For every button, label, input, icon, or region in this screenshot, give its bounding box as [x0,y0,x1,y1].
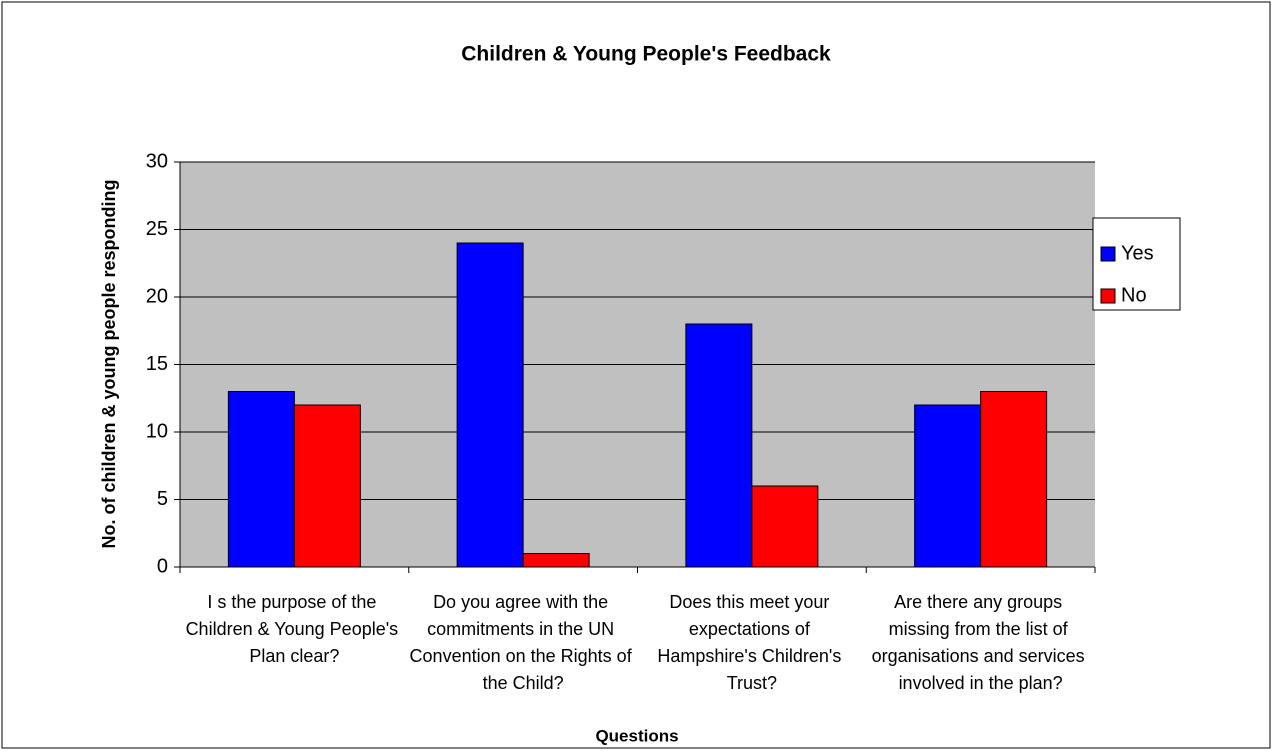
legend-swatch [1100,288,1116,304]
legend-label: Yes [1121,242,1154,264]
y-tick-label: 25 [146,218,168,240]
bar [456,242,524,568]
bar [522,553,590,568]
bar [227,391,295,568]
y-tick-label: 20 [146,285,168,307]
y-tick-label: 5 [157,488,168,510]
x-tick-label-line: organisations and services [872,646,1090,666]
y-axis-title: No. of children & young people respondin… [99,180,119,549]
y-tick-label: 30 [146,150,168,172]
x-tick-label-line: Trust? [727,673,777,693]
bar [685,323,753,568]
bar [751,485,819,568]
x-tick-label: Are there any groups missing from the li… [872,592,1090,693]
x-tick-label: Do you agree with the commitments in the… [410,592,637,693]
x-tick-label-line: commitments in the UN [427,619,619,639]
y-tick-label: 15 [146,353,168,375]
x-tick-label: Does this meet your expectations of Hamp… [657,592,846,693]
x-tick-label-line: Convention on the Rights of [410,646,637,666]
bar [293,404,361,568]
x-tick-label-line: missing from the list of [889,619,1073,639]
x-axis-title: Questions [595,726,678,745]
chart-title: Children & Young People's Feedback [461,43,831,66]
bar [980,391,1048,568]
y-tick-label: 0 [157,555,168,577]
legend-label: No [1121,284,1147,306]
x-tick-label-line: Children & Young People's [186,619,404,639]
x-tick-label-line: Plan clear? [249,646,339,666]
x-tick-label-line: the Child? [483,673,564,693]
x-tick-label-line: I s the purpose of the [207,592,381,612]
x-tick-label-line: Hampshire's Children's [657,646,846,666]
x-tick-label: I s the purpose of the Children & Young … [186,592,404,666]
x-tick-label-line: Does this meet your [669,592,834,612]
y-tick-label: 10 [146,420,168,442]
x-tick-label-line: expectations of [689,619,815,639]
x-tick-label-line: involved in the plan? [899,673,1063,693]
x-tick-label-line: Are there any groups [894,592,1067,612]
legend-swatch [1100,246,1116,262]
x-tick-label-line: Do you agree with the [433,592,613,612]
bar [914,404,982,568]
